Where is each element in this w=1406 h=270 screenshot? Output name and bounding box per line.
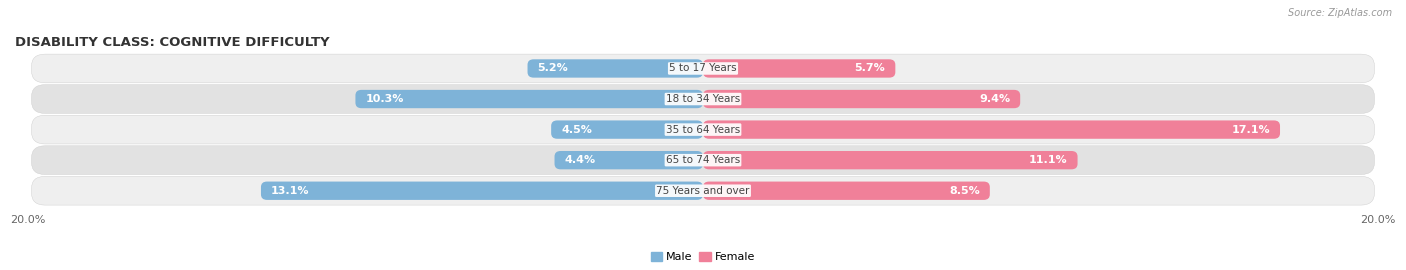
Text: 10.3%: 10.3% <box>366 94 404 104</box>
Text: 4.4%: 4.4% <box>565 155 596 165</box>
Text: Source: ZipAtlas.com: Source: ZipAtlas.com <box>1288 8 1392 18</box>
Legend: Male, Female: Male, Female <box>647 248 759 266</box>
Text: DISABILITY CLASS: COGNITIVE DIFFICULTY: DISABILITY CLASS: COGNITIVE DIFFICULTY <box>14 36 329 49</box>
FancyBboxPatch shape <box>703 151 1077 169</box>
FancyBboxPatch shape <box>527 59 703 78</box>
FancyBboxPatch shape <box>31 54 1375 83</box>
FancyBboxPatch shape <box>262 181 703 200</box>
FancyBboxPatch shape <box>554 151 703 169</box>
Text: 11.1%: 11.1% <box>1029 155 1067 165</box>
FancyBboxPatch shape <box>356 90 703 108</box>
Text: 75 Years and over: 75 Years and over <box>657 186 749 196</box>
FancyBboxPatch shape <box>703 181 990 200</box>
FancyBboxPatch shape <box>31 146 1375 174</box>
FancyBboxPatch shape <box>31 176 1375 205</box>
Text: 5.2%: 5.2% <box>537 63 568 73</box>
Text: 35 to 64 Years: 35 to 64 Years <box>666 124 740 135</box>
Text: 5.7%: 5.7% <box>855 63 886 73</box>
FancyBboxPatch shape <box>551 120 703 139</box>
FancyBboxPatch shape <box>31 115 1375 144</box>
Text: 18 to 34 Years: 18 to 34 Years <box>666 94 740 104</box>
Text: 9.4%: 9.4% <box>979 94 1010 104</box>
Text: 13.1%: 13.1% <box>271 186 309 196</box>
Text: 8.5%: 8.5% <box>949 186 980 196</box>
FancyBboxPatch shape <box>703 120 1279 139</box>
FancyBboxPatch shape <box>703 59 896 78</box>
Text: 65 to 74 Years: 65 to 74 Years <box>666 155 740 165</box>
Text: 4.5%: 4.5% <box>561 124 592 135</box>
Text: 5 to 17 Years: 5 to 17 Years <box>669 63 737 73</box>
Text: 17.1%: 17.1% <box>1232 124 1270 135</box>
FancyBboxPatch shape <box>31 85 1375 113</box>
FancyBboxPatch shape <box>703 90 1021 108</box>
